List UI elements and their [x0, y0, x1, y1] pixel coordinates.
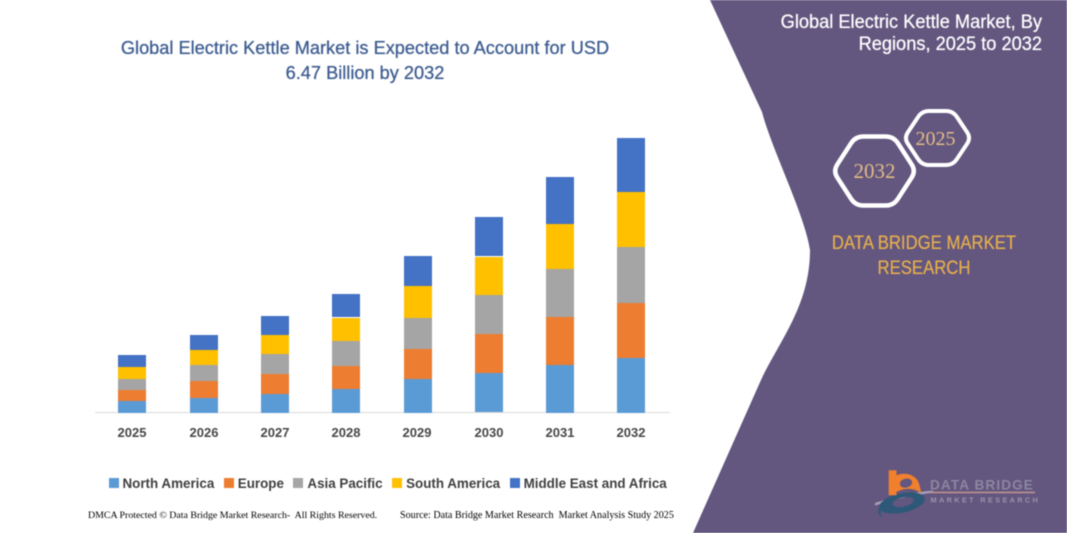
- svg-text:DATA BRIDGE: DATA BRIDGE: [930, 478, 1034, 493]
- svg-text:2032: 2032: [854, 159, 896, 183]
- svg-text:2025: 2025: [916, 128, 956, 150]
- svg-text:MARKET RESEARCH: MARKET RESEARCH: [931, 496, 1041, 505]
